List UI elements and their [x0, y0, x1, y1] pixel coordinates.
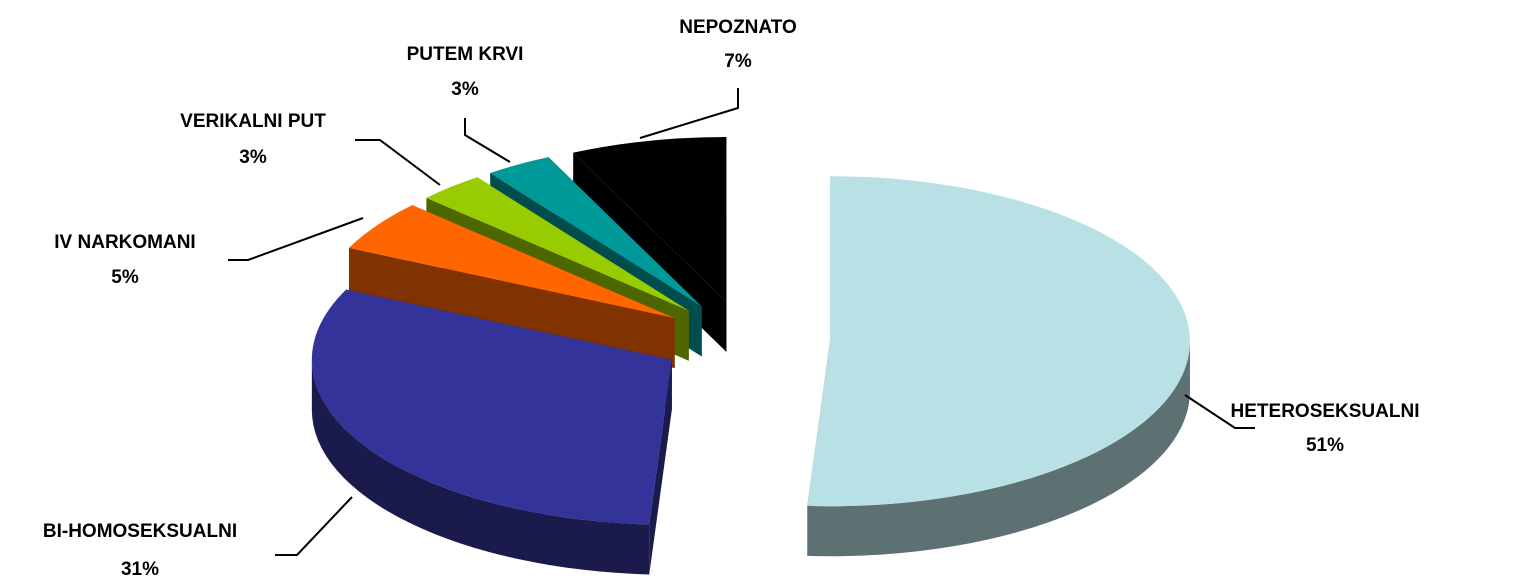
slice-side — [649, 359, 672, 575]
slice-label: HETEROSEKSUALNI — [1231, 401, 1420, 422]
slice — [807, 176, 1190, 507]
slice-wall — [311, 359, 650, 575]
value-label: 7% — [724, 51, 752, 72]
slice-label: PUTEM KRVI — [407, 44, 524, 65]
leader-line — [275, 496, 353, 556]
slice-label: BI-HOMOSEKSUALNI — [43, 521, 237, 542]
leader-line — [464, 118, 511, 163]
value-label: 3% — [239, 147, 267, 168]
slice-label: NEPOZNATO — [679, 17, 797, 38]
leader-line — [355, 139, 441, 186]
slice — [348, 205, 675, 319]
leader-line — [1184, 394, 1255, 429]
slice — [426, 177, 689, 311]
slice-side — [348, 247, 675, 369]
value-label: 31% — [121, 559, 159, 580]
slice — [490, 157, 702, 307]
slice-label: VERIKALNI PUT — [180, 111, 326, 132]
slice — [311, 289, 672, 525]
value-label: 3% — [451, 79, 479, 100]
leader-line — [639, 88, 739, 139]
slice — [573, 136, 727, 302]
leader-line — [228, 217, 364, 261]
slice-wall — [807, 341, 1190, 557]
slice-label: IV NARKOMANI — [54, 232, 195, 253]
value-label: 51% — [1306, 435, 1344, 456]
value-label: 5% — [111, 267, 139, 288]
